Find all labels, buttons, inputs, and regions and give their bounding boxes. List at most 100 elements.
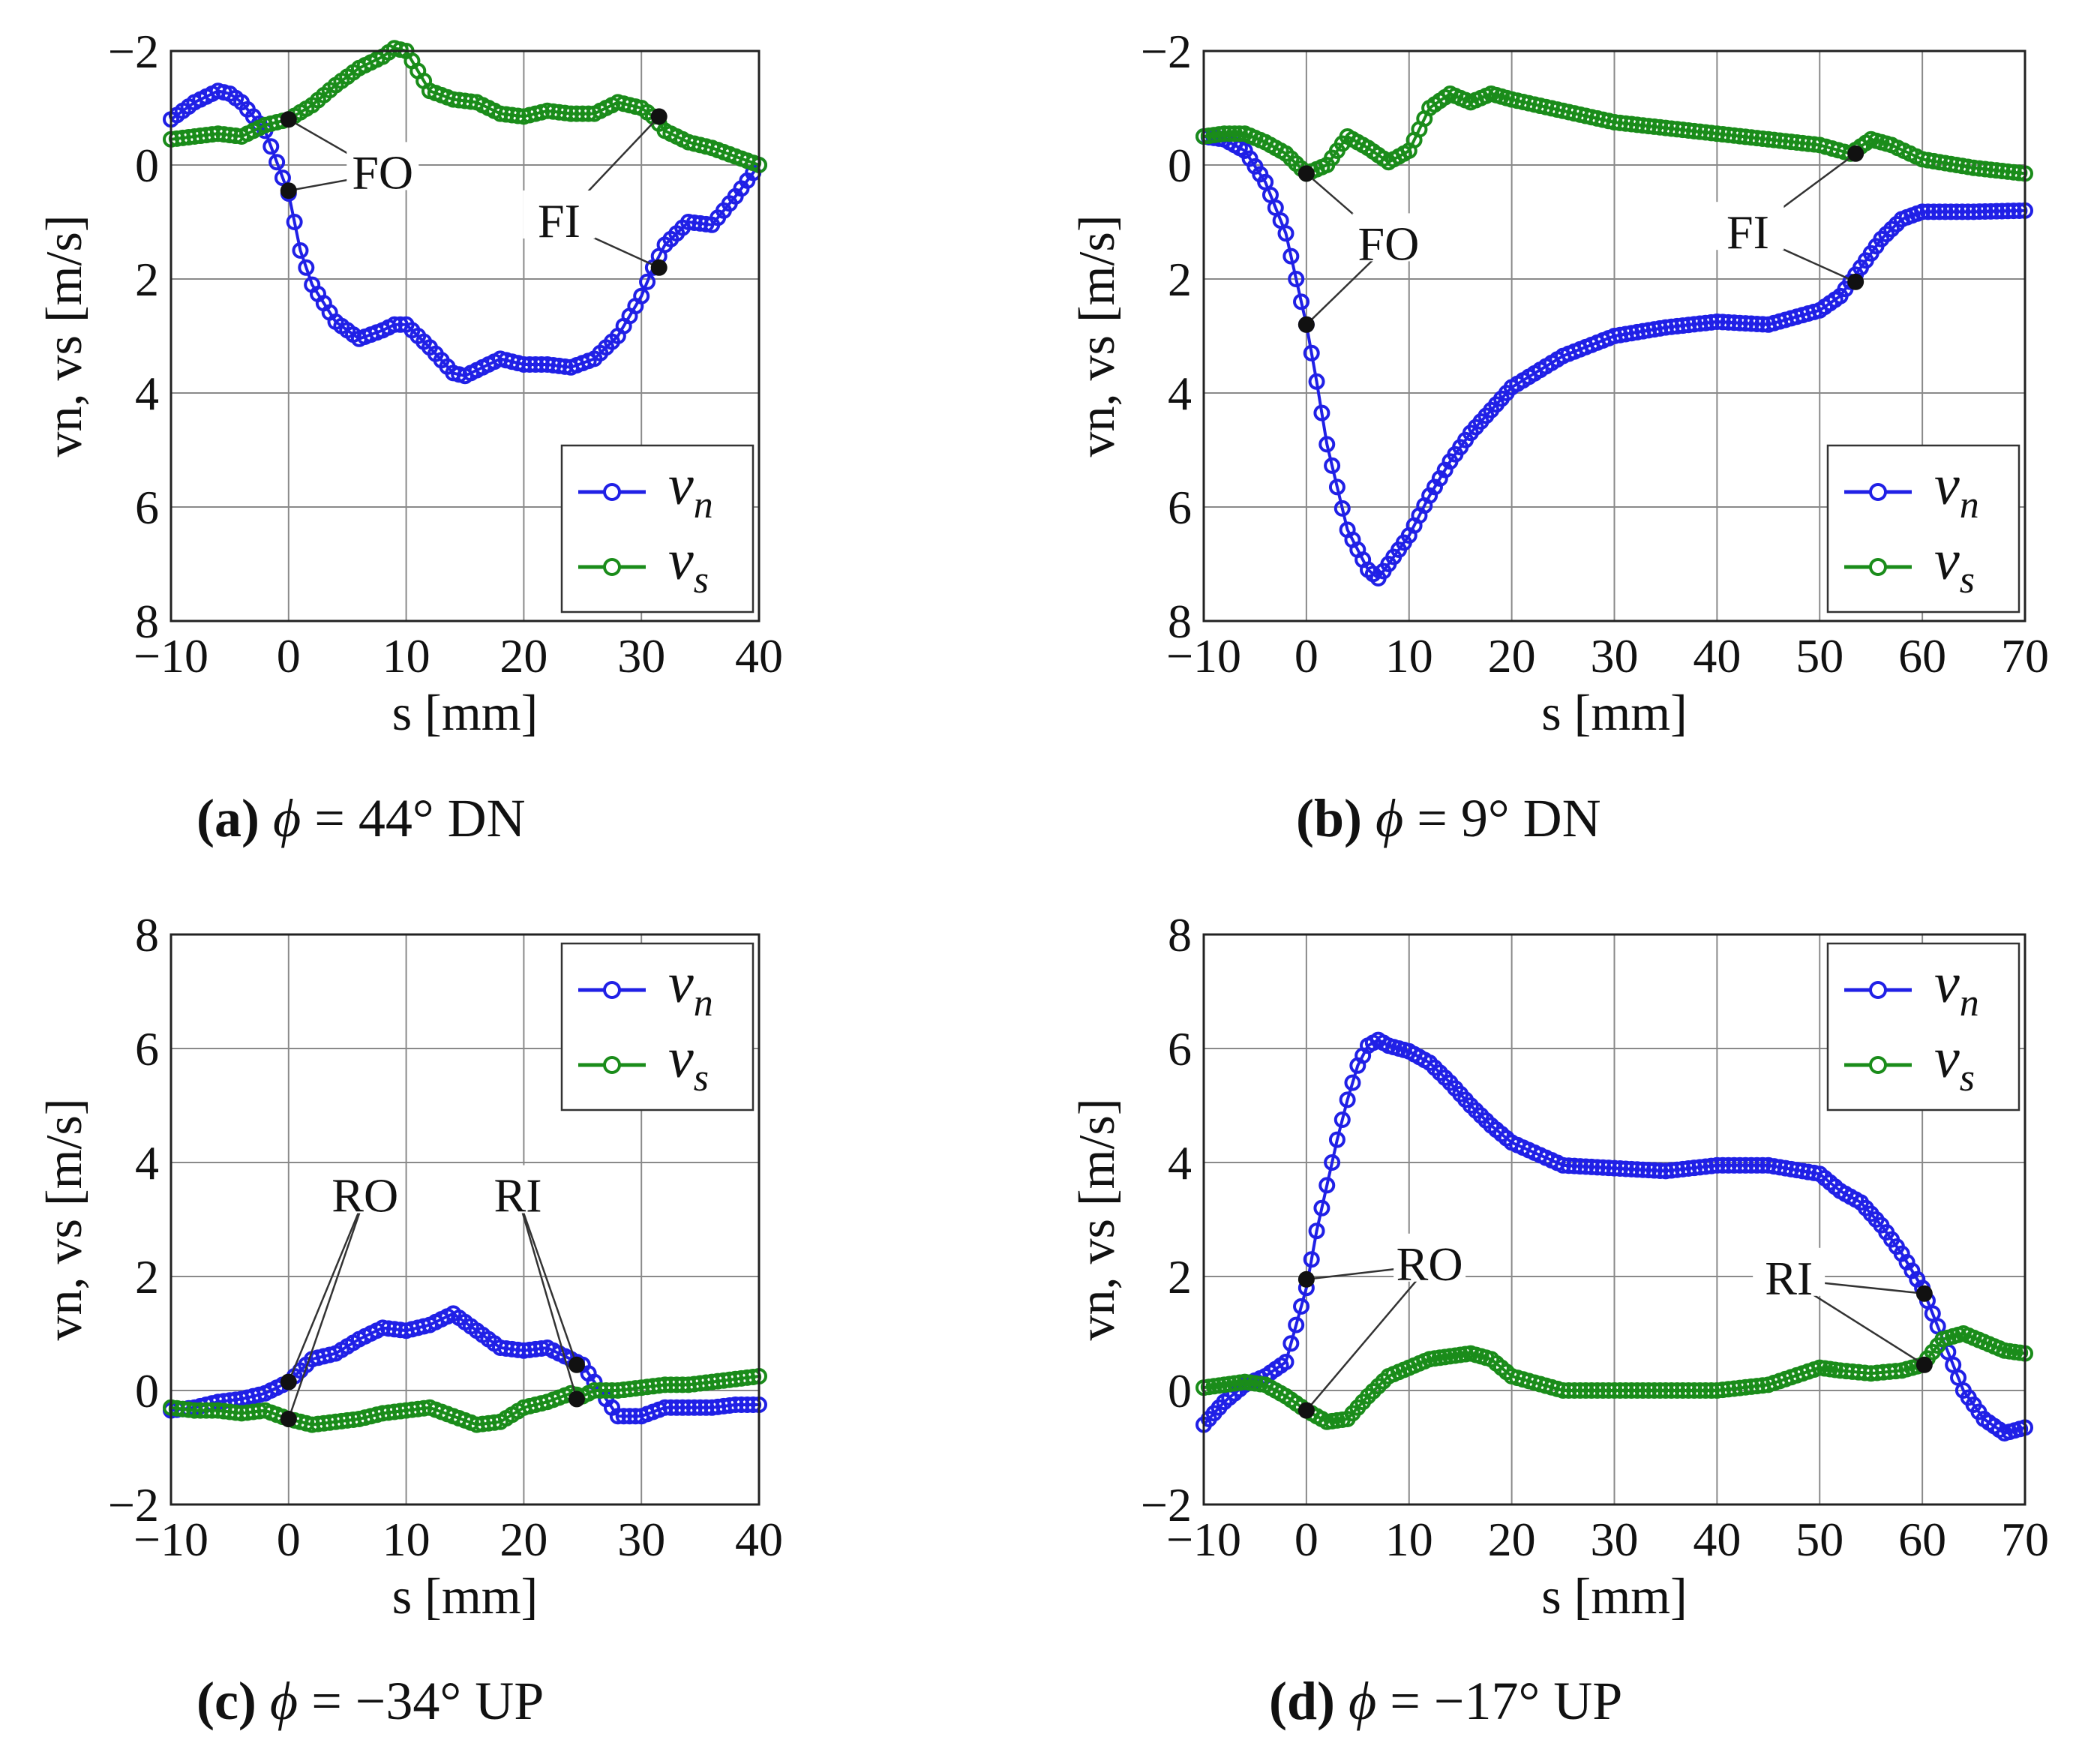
data-point-vs <box>1988 162 2005 179</box>
data-point-vn <box>1988 202 2005 220</box>
data-point-vs <box>492 105 509 122</box>
x-axis-label: s [mm] <box>1541 1568 1688 1624</box>
data-point-vs <box>1555 1382 1572 1399</box>
y-tick-label: 0 <box>1168 139 1192 192</box>
data-point-vn <box>509 1341 526 1358</box>
y-tick-label: 6 <box>135 1022 159 1076</box>
x-tick-label: 0 <box>1294 629 1318 682</box>
annotation-fi: FI <box>1726 206 1769 259</box>
data-point-vs <box>1754 130 1772 147</box>
data-point-vs <box>668 1376 686 1394</box>
data-point-vn <box>556 358 574 375</box>
x-tick-label: 10 <box>1385 629 1433 682</box>
data-point-vs <box>1588 1382 1606 1399</box>
data-point-vn <box>1936 203 1954 220</box>
data-point-vn <box>1293 293 1310 310</box>
data-point-vn <box>1691 1159 1708 1176</box>
x-tick-label: 40 <box>735 629 783 682</box>
data-point-vn <box>1748 1156 1766 1174</box>
data-point-vs <box>544 103 562 120</box>
data-point-vs <box>1743 1378 1760 1395</box>
x-tick-label: 70 <box>2001 1513 2049 1566</box>
key-point-marker <box>1298 165 1315 182</box>
data-point-vn <box>521 356 538 373</box>
data-point-vs <box>633 1379 650 1396</box>
data-point-vn <box>1702 1157 1720 1174</box>
data-point-vn <box>1954 203 1971 220</box>
data-point-vn <box>515 356 532 373</box>
x-axis-label: s [mm] <box>392 684 538 741</box>
data-point-vs <box>1737 1378 1754 1396</box>
annotation-leader <box>1305 1264 1431 1412</box>
data-point-vs <box>1685 1382 1702 1399</box>
data-point-vn <box>1959 203 1976 220</box>
data-point-vn <box>380 1320 398 1337</box>
data-point-vs <box>644 1378 662 1395</box>
data-point-vs <box>710 1372 727 1390</box>
data-point-vs <box>692 1375 709 1392</box>
data-point-vs <box>209 125 226 142</box>
data-point-vs <box>538 102 556 119</box>
data-point-vn <box>727 1396 744 1413</box>
data-point-vn <box>374 1319 392 1336</box>
data-point-vs <box>227 1404 244 1421</box>
data-point-vn <box>1318 1177 1336 1194</box>
data-point-vs <box>1623 116 1640 133</box>
data-point-vs <box>192 128 209 145</box>
data-point-vn <box>1669 1161 1686 1178</box>
data-point-vs <box>698 1374 715 1391</box>
data-point-vs <box>497 106 514 123</box>
data-point-vs <box>1606 114 1623 130</box>
data-point-vs <box>615 1382 632 1399</box>
legend-marker-vs <box>1869 558 1887 576</box>
data-point-vs <box>1612 114 1629 131</box>
data-point-vs <box>1560 1382 1577 1399</box>
data-point-vn <box>1685 1160 1702 1177</box>
data-point-vn <box>1328 478 1346 496</box>
data-point-vs <box>721 1371 738 1388</box>
data-point-vn <box>686 1399 703 1416</box>
data-point-vn <box>1726 314 1743 332</box>
data-point-vn <box>386 316 403 333</box>
data-point-vs <box>1887 1363 1904 1380</box>
data-point-vs <box>1657 1382 1674 1399</box>
data-point-vn <box>1948 203 1965 220</box>
data-point-vs <box>556 104 574 122</box>
data-point-vs <box>380 1404 398 1421</box>
y-tick-label: 2 <box>1168 1250 1192 1304</box>
annotation-backdrop <box>328 1165 401 1214</box>
data-point-vs <box>410 1400 427 1418</box>
key-point-marker <box>1847 273 1864 290</box>
annotation-backdrop <box>346 142 419 190</box>
data-point-vs <box>1714 126 1731 143</box>
annotation-ri: RI <box>1765 1252 1813 1305</box>
data-point-vn <box>1708 1156 1726 1174</box>
data-point-vn <box>1737 1156 1754 1174</box>
data-point-vn <box>1588 1159 1606 1176</box>
data-point-vs <box>1772 132 1789 149</box>
data-point-vn <box>1714 314 1731 331</box>
x-tick-label: 40 <box>735 1513 783 1566</box>
data-point-vn <box>1691 315 1708 332</box>
x-tick-label: 40 <box>1693 629 1741 682</box>
data-point-vs <box>1612 1382 1629 1399</box>
data-point-vs <box>1680 1382 1697 1399</box>
data-point-vs <box>221 1403 238 1420</box>
key-point-marker <box>1298 1270 1315 1288</box>
y-tick-label: −2 <box>108 25 159 78</box>
x-tick-label: 70 <box>2001 629 2049 682</box>
data-point-vn <box>1282 248 1300 265</box>
data-point-vs <box>1634 117 1652 134</box>
data-point-vs <box>1720 126 1737 143</box>
legend-marker-vs <box>603 1056 621 1074</box>
legend-marker-vs <box>1869 1056 1887 1074</box>
data-point-vn <box>1708 314 1726 330</box>
x-tick-label: −10 <box>1166 629 1241 682</box>
data-point-vs <box>386 1403 403 1420</box>
legend-label-vn: vn <box>668 454 713 526</box>
data-point-vs <box>315 1414 332 1432</box>
data-point-vn <box>527 1340 544 1358</box>
x-tick-label: 20 <box>1488 1513 1536 1566</box>
key-point-marker <box>568 1356 585 1373</box>
data-point-vn <box>1685 316 1702 333</box>
